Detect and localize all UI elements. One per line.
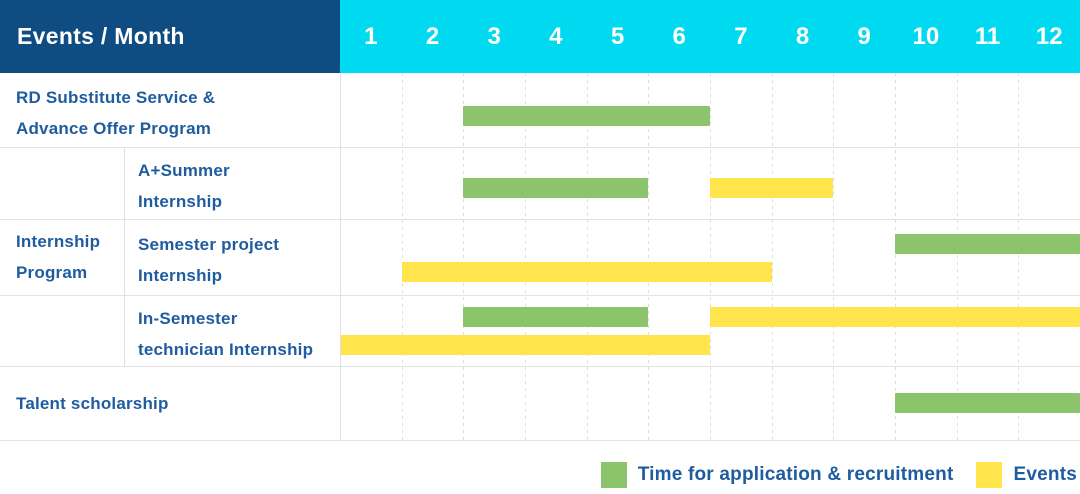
legend-label-application: Time for application & recruitment (637, 464, 954, 485)
month-header-cell: 12 (1035, 22, 1063, 50)
row-label-line: Talent scholarship (16, 393, 169, 413)
application-color-swatch (600, 462, 627, 488)
legend-item-application: Time for application & recruitment (600, 462, 954, 488)
row-divider (0, 366, 1080, 367)
event-bar (710, 307, 1080, 327)
events-month-header-cell: Events / Month (0, 0, 340, 73)
row-divider (0, 219, 1080, 220)
row-label-a-plus-summer: A+Summer Internship (124, 147, 340, 219)
legend-item-events: Events (976, 462, 1077, 488)
month-gridline (895, 73, 896, 440)
row-label-line: technician Internship (138, 340, 314, 359)
month-header-cell: 9 (857, 22, 871, 50)
table-bottom-border (0, 440, 1080, 441)
row-label-line: A+Summer (138, 161, 230, 180)
month-header-cell: 1 (364, 22, 378, 50)
row-label-talent-scholarship: Talent scholarship (0, 366, 340, 440)
month-header-cell: 8 (795, 22, 810, 50)
group-column-divider (124, 147, 125, 366)
month-header-cell: 6 (672, 22, 686, 50)
month-gridline (648, 73, 650, 440)
month-gridline (463, 73, 465, 440)
month-header-cell: 10 (912, 22, 940, 50)
row-label-in-semester-technician: In-Semester technician Internship (124, 295, 340, 366)
month-gridline (956, 73, 958, 440)
row-divider (0, 295, 1080, 296)
legend: Time for application & recruitment Event… (600, 461, 1077, 489)
group-label-internship-program: Internship Program (0, 147, 124, 366)
group-label-line: Program (16, 262, 88, 282)
group-label-line: Internship (16, 231, 101, 251)
row-label-line: Internship (138, 192, 223, 211)
month-header-cell: 3 (487, 22, 501, 50)
month-gridline (833, 73, 835, 440)
month-gridline (710, 73, 711, 440)
month-gridline (525, 73, 526, 440)
label-column-divider (340, 73, 341, 440)
month-gridline (771, 73, 773, 440)
gantt-grid (340, 73, 1080, 440)
events-color-swatch (976, 462, 1003, 488)
month-gridline (401, 73, 403, 440)
legend-label-events: Events (1013, 464, 1077, 485)
application-bar (463, 178, 649, 198)
month-header-cell: 4 (549, 22, 563, 50)
month-header-cell: 7 (734, 22, 748, 50)
month-header-cell: 11 (974, 22, 1001, 50)
row-label-line: Internship (138, 266, 223, 285)
row-label-semester-project: Semester project Internship (124, 219, 340, 295)
event-bar (340, 335, 710, 355)
row-label-line: In-Semester (138, 309, 238, 328)
month-header-cell: 2 (425, 22, 440, 50)
month-gridline (1018, 73, 1020, 440)
application-bar (895, 234, 1080, 254)
application-bar (895, 393, 1080, 413)
application-bar (463, 106, 710, 126)
month-header-row: 1 2 3 4 5 6 7 8 9 10 11 12 (340, 0, 1080, 73)
row-divider (0, 147, 1080, 148)
events-month-header-label: Events / Month (17, 23, 185, 49)
month-header-cell: 5 (610, 22, 625, 50)
event-bar (710, 178, 834, 198)
application-bar (463, 307, 649, 327)
event-bar (401, 262, 772, 282)
row-label-line: Advance Offer Program (16, 119, 212, 138)
row-label-rd-substitute: RD Substitute Service & Advance Offer Pr… (0, 74, 340, 147)
row-label-line: RD Substitute Service & (16, 88, 216, 107)
row-label-line: Semester project (138, 235, 280, 254)
month-gridline (586, 73, 588, 440)
